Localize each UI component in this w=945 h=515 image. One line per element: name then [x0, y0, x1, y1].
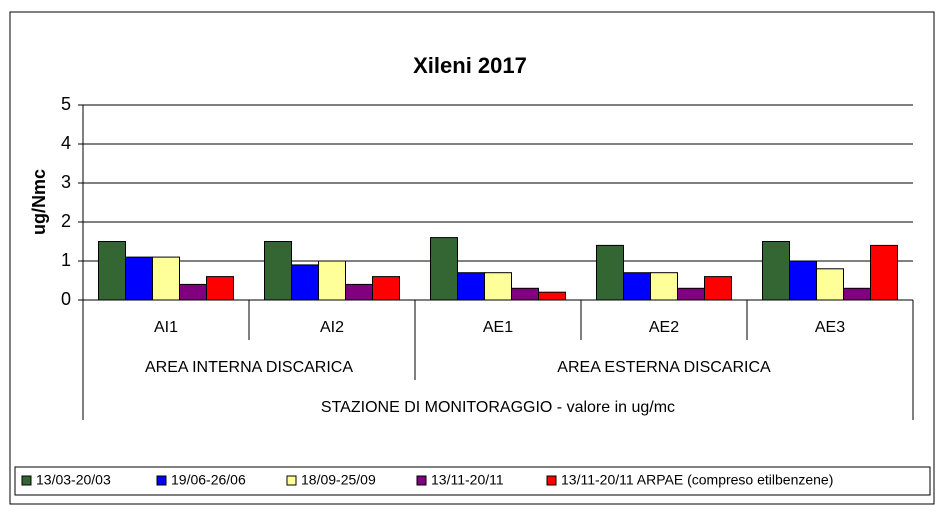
bar	[704, 276, 732, 301]
y-tick-label: 2	[61, 211, 71, 231]
bar	[677, 287, 705, 301]
chart-title: Xileni 2017	[413, 53, 527, 78]
y-tick-label: 5	[61, 94, 71, 114]
bar	[789, 260, 817, 301]
bar	[430, 237, 458, 301]
legend-label: 18/09-25/09	[301, 472, 376, 488]
legend-swatch	[286, 475, 297, 486]
bar	[538, 291, 566, 301]
bar	[762, 241, 790, 301]
bar	[511, 287, 539, 301]
x-tick-label: AI1	[154, 319, 178, 336]
bar	[816, 268, 844, 301]
legend-label: 19/06-26/06	[171, 472, 246, 488]
bar	[650, 272, 678, 301]
y-tick-label: 3	[61, 172, 71, 192]
bar	[125, 256, 153, 301]
y-tick-label: 4	[61, 133, 71, 153]
legend-label: 13/11-20/11	[431, 472, 504, 488]
legend-swatch	[416, 475, 427, 486]
bar	[291, 264, 319, 301]
legend-label: 13/11-20/11 ARPAE (compreso etilbenzene)	[561, 472, 833, 488]
bar	[870, 244, 898, 301]
x-tick-label: AI2	[320, 319, 344, 336]
bar	[318, 260, 346, 301]
x-tick-label: AE2	[649, 319, 679, 336]
bar	[596, 244, 624, 301]
bar	[264, 241, 292, 301]
bar	[152, 256, 180, 301]
legend-swatch	[546, 475, 557, 486]
bar	[457, 272, 485, 301]
bar	[372, 276, 400, 301]
legend-box	[14, 466, 931, 496]
x-tick-label: AE1	[483, 319, 513, 336]
y-tick-label: 0	[61, 289, 71, 309]
bar	[98, 241, 126, 301]
bar	[843, 287, 871, 301]
bar	[623, 272, 651, 301]
x-group-label: AREA ESTERNA DISCARICA	[557, 359, 771, 376]
y-tick-label: 1	[61, 250, 71, 270]
legend-label: 13/03-20/03	[36, 472, 111, 488]
bar	[206, 276, 234, 301]
bar	[345, 283, 373, 301]
legend-swatch	[21, 475, 32, 486]
bar	[484, 272, 512, 301]
legend-swatch	[156, 475, 167, 486]
x-axis-label: STAZIONE DI MONITORAGGIO - valore in ug/…	[321, 399, 675, 416]
x-group-label: AREA INTERNA DISCARICA	[145, 359, 353, 376]
bar	[179, 283, 207, 301]
y-axis-label: ug/Nmc	[29, 169, 49, 235]
x-tick-label: AE3	[815, 319, 845, 336]
